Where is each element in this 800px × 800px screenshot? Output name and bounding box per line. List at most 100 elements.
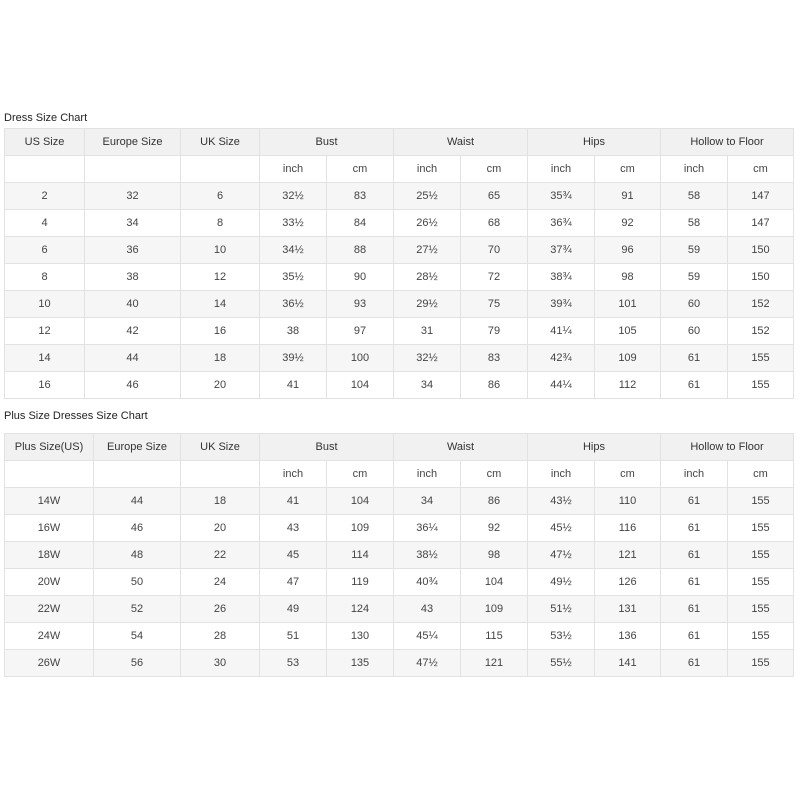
table-cell: 105 [594,317,661,345]
table-cell: 90 [326,263,394,291]
table-cell: 38 [259,317,327,345]
unit-header: inch [259,155,327,183]
table-cell: 155 [727,568,794,596]
column-header: Waist [393,128,528,156]
table-cell: 121 [460,649,528,677]
table-cell: 52 [93,595,181,623]
unit-header: inch [660,155,728,183]
unit-header: inch [393,460,461,488]
table-cell: 110 [594,487,661,515]
table-cell: 86 [460,487,528,515]
table-cell: 39½ [259,344,327,372]
table-cell: 49 [259,595,327,623]
column-header: Plus Size(US) [4,433,94,461]
table-cell: 152 [727,290,794,318]
table-cell: 121 [594,541,661,569]
table-cell: 97 [326,317,394,345]
table-row: 16 46 20 41 104 34 86 44¼ 112 61 155 [4,371,794,399]
column-header: Hollow to Floor [660,433,794,461]
table-cell: 44 [84,344,181,372]
table-cell: 155 [727,541,794,569]
table-cell: 34½ [259,236,327,264]
table-cell: 35½ [259,263,327,291]
table-cell: 44 [93,487,181,515]
table-cell: 84 [326,209,394,237]
table-cell: 43 [259,514,327,542]
table-cell: 56 [93,649,181,677]
column-header: Hollow to Floor [660,128,794,156]
table-cell: 18 [180,344,260,372]
table-cell: 59 [660,263,728,291]
table-cell: 16W [4,514,94,542]
unit-header: cm [326,460,394,488]
table-cell: 109 [326,514,394,542]
table-cell: 40¾ [393,568,461,596]
table-cell: 104 [326,371,394,399]
column-header: UK Size [180,433,260,461]
table-cell: 83 [460,344,528,372]
table-cell: 28½ [393,263,461,291]
table-cell: 40 [84,290,181,318]
table-cell: 6 [180,182,260,210]
table-cell: 50 [93,568,181,596]
table-cell: 155 [727,487,794,515]
column-header: Europe Size [84,128,181,156]
table-cell: 150 [727,263,794,291]
table-cell: 25½ [393,182,461,210]
table-cell: 100 [326,344,394,372]
unit-header: cm [460,155,528,183]
table-cell: 47½ [393,649,461,677]
table-cell: 88 [326,236,394,264]
table-cell: 44¼ [527,371,595,399]
table-cell: 86 [460,371,528,399]
unit-row: inch cm inch cm inch cm inch cm [4,155,794,183]
table-cell: 53 [259,649,327,677]
table-cell: 119 [326,568,394,596]
table-cell: 96 [594,236,661,264]
table-cell: 49½ [527,568,595,596]
table-cell: 33½ [259,209,327,237]
column-header: Bust [259,433,394,461]
table-cell: 61 [660,622,728,650]
unit-header: cm [727,155,794,183]
table-row: 8 38 12 35½ 90 28½ 72 38¾ 98 59 150 [4,263,794,291]
table-row: 18W 48 22 45 114 38½ 98 47½ 121 61 155 [4,541,794,569]
unit-header: cm [594,155,661,183]
table-cell: 109 [460,595,528,623]
table-cell: 46 [93,514,181,542]
table-cell: 38½ [393,541,461,569]
unit-header: cm [460,460,528,488]
table-cell: 16 [180,317,260,345]
table-row: 22W 52 26 49 124 43 109 51½ 131 61 155 [4,595,794,623]
unit-header: inch [527,155,595,183]
table-cell: 75 [460,290,528,318]
table-cell: 141 [594,649,661,677]
table-cell: 135 [326,649,394,677]
unit-header: cm [326,155,394,183]
table-cell: 36¾ [527,209,595,237]
table-row: 20W 50 24 47 119 40¾ 104 49½ 126 61 155 [4,568,794,596]
column-header: US Size [4,128,85,156]
table-cell: 58 [660,182,728,210]
table-cell: 14 [180,290,260,318]
table-cell: 34 [84,209,181,237]
table-cell: 26W [4,649,94,677]
table-cell: 38 [84,263,181,291]
table-cell: 60 [660,290,728,318]
table-cell: 112 [594,371,661,399]
plus-size-table: Plus Size(US) Europe Size UK Size Bust Waist… [4,433,794,677]
table-cell: 18W [4,541,94,569]
table-cell: 45 [259,541,327,569]
table-cell: 79 [460,317,528,345]
table-cell: 42 [84,317,181,345]
table-cell: 51½ [527,595,595,623]
table-cell: 115 [460,622,528,650]
table-cell: 98 [594,263,661,291]
table-cell: 45¼ [393,622,461,650]
table-cell: 6 [4,236,85,264]
unit-header: inch [660,460,728,488]
unit-header: cm [727,460,794,488]
unit-header [93,460,181,488]
table-cell: 8 [180,209,260,237]
table-cell: 54 [93,622,181,650]
